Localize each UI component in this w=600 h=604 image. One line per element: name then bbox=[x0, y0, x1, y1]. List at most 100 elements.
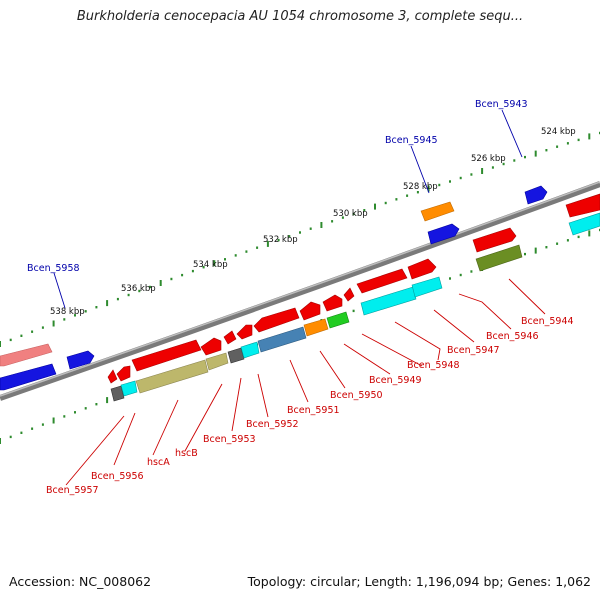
scale-tick-minor bbox=[74, 314, 76, 317]
scale-tick-minor bbox=[577, 138, 580, 142]
page-title: Burkholderia cenocepacia AU 1054 chromos… bbox=[76, 9, 524, 24]
gene-bcen-5956[interactable] bbox=[116, 365, 131, 382]
label-bcen-5947[interactable]: Bcen_5947 bbox=[447, 345, 500, 356]
scale-tick-minor bbox=[127, 293, 130, 297]
gene-cyan-long[interactable] bbox=[360, 286, 417, 316]
scale-tick-minor bbox=[84, 310, 87, 313]
scale-tick-minor bbox=[31, 330, 34, 333]
gene-bcen-5946[interactable] bbox=[407, 258, 437, 280]
scale-tick-major bbox=[534, 247, 537, 254]
scale-tick-minor bbox=[449, 180, 451, 183]
gene-bcen-5945-orange[interactable] bbox=[420, 201, 455, 222]
label-hsca[interactable]: hscA bbox=[147, 457, 170, 468]
label-bcen-5944[interactable]: Bcen_5944 bbox=[521, 316, 574, 327]
gene-cyan-2[interactable] bbox=[240, 341, 260, 359]
gene-steelblue[interactable] bbox=[257, 326, 307, 353]
scale-tick-minor bbox=[566, 239, 569, 242]
label-bcen-5945[interactable]: Bcen_5945 bbox=[385, 135, 438, 146]
gene-bcen-5943[interactable] bbox=[524, 185, 548, 205]
scale-tick-minor bbox=[41, 423, 44, 426]
scale-labels: 524 kbp 526 kbp 528 kbp 530 kbp 532 kbp … bbox=[50, 127, 576, 317]
scale-tick-minor bbox=[331, 220, 334, 223]
gene-bcen-5944[interactable] bbox=[472, 227, 517, 253]
label-bcen-5952[interactable]: Bcen_5952 bbox=[246, 419, 299, 430]
chromosome-backbone-highlight bbox=[0, 181, 600, 397]
scale-tick-minor bbox=[459, 273, 462, 277]
scale-tick-minor bbox=[277, 238, 280, 242]
scale-tick-minor bbox=[556, 145, 559, 148]
scale-tick-minor bbox=[513, 159, 516, 162]
scale-tick-minor bbox=[9, 435, 12, 439]
scale-tick-minor bbox=[41, 326, 44, 329]
gene-bcen-5952[interactable] bbox=[236, 324, 253, 340]
gene-green-mid[interactable] bbox=[326, 311, 350, 329]
label-bcen-5948[interactable]: Bcen_5948 bbox=[407, 360, 460, 371]
scale-tick-minor bbox=[202, 266, 205, 269]
scale-tick-minor bbox=[63, 415, 66, 418]
scale-tick-minor bbox=[9, 338, 12, 342]
gene-grey-2[interactable] bbox=[227, 347, 245, 364]
chromosome-backbone bbox=[0, 181, 600, 401]
gene-olive-short[interactable] bbox=[205, 352, 229, 371]
gene-bcen-5947[interactable] bbox=[356, 268, 408, 294]
gene-bcen-5958-b[interactable] bbox=[0, 363, 57, 391]
label-bcen-5958[interactable]: Bcen_5958 bbox=[27, 263, 80, 274]
gene-bcen-5951[interactable] bbox=[253, 307, 300, 333]
label-bcen-5950[interactable]: Bcen_5950 bbox=[330, 390, 383, 401]
label-hscb[interactable]: hscB bbox=[175, 448, 198, 459]
scale-ticks-outer bbox=[0, 131, 600, 347]
gene-orange-mid[interactable] bbox=[303, 318, 329, 337]
gene-bcen-5958-a[interactable] bbox=[0, 343, 53, 367]
label-bcen-5951[interactable]: Bcen_5951 bbox=[287, 405, 340, 416]
gene-hsca[interactable] bbox=[131, 339, 202, 372]
bottom-callout-labels: Bcen_5944 Bcen_5946 Bcen_5947 Bcen_5948 … bbox=[46, 316, 574, 496]
gene-olive-long[interactable] bbox=[135, 359, 209, 394]
scale-tick-minor bbox=[95, 403, 98, 406]
gene-bcen-5945[interactable] bbox=[427, 223, 460, 245]
gene-hscb[interactable] bbox=[200, 337, 222, 356]
scale-tick-major bbox=[0, 438, 1, 444]
scale-tick-major bbox=[52, 417, 55, 424]
scale-tick-minor bbox=[449, 277, 451, 280]
gene-bcen-5953[interactable] bbox=[223, 330, 237, 345]
scale-tick-major bbox=[106, 300, 109, 307]
scale-tick-minor bbox=[416, 191, 419, 194]
label-bcen-5957[interactable]: Bcen_5957 bbox=[46, 485, 99, 496]
scale-tick-minor bbox=[502, 162, 505, 166]
scale-tick-minor bbox=[170, 277, 173, 281]
scale-tick-major bbox=[320, 222, 323, 228]
label-bcen-5953[interactable]: Bcen_5953 bbox=[203, 434, 256, 445]
gene-bcen-5949[interactable] bbox=[322, 294, 343, 312]
scale-tick-minor bbox=[395, 198, 398, 201]
gene-cyan-1[interactable] bbox=[120, 380, 138, 397]
scale-tick-minor bbox=[438, 183, 441, 187]
label-bcen-5946[interactable]: Bcen_5946 bbox=[486, 331, 539, 342]
scale-tick-minor bbox=[470, 173, 473, 176]
gene-blue-small[interactable] bbox=[66, 350, 95, 370]
scale-tick-major bbox=[588, 133, 591, 140]
gene-olive-dark[interactable] bbox=[475, 244, 523, 272]
gene-cyan-mid[interactable] bbox=[411, 276, 443, 298]
scale-tick-minor bbox=[63, 318, 66, 321]
scale-tick-major bbox=[481, 168, 484, 174]
gene-bcen-5957[interactable] bbox=[107, 369, 118, 384]
label-bcen-5943[interactable]: Bcen_5943 bbox=[475, 99, 528, 110]
scale-tick-minor bbox=[545, 246, 548, 249]
scale-label-524: 524 kbp bbox=[541, 127, 576, 137]
gene-cyan-right-edge[interactable] bbox=[568, 212, 600, 236]
scale-tick-major bbox=[427, 185, 430, 192]
scale-tick-minor bbox=[341, 216, 344, 219]
scale-tick-major bbox=[588, 230, 591, 237]
scale-label-538: 538 kbp bbox=[50, 307, 85, 317]
scale-tick-minor bbox=[234, 254, 237, 257]
scale-tick-minor bbox=[299, 231, 301, 234]
gene-bcen-5948[interactable] bbox=[343, 287, 355, 302]
gene-grey-1[interactable] bbox=[110, 385, 125, 402]
label-bcen-5956[interactable]: Bcen_5956 bbox=[91, 471, 144, 482]
gene-bcen-5950[interactable] bbox=[299, 301, 321, 321]
scale-tick-minor bbox=[84, 407, 87, 410]
gene-red-right-edge[interactable] bbox=[565, 193, 600, 218]
label-bcen-5949[interactable]: Bcen_5949 bbox=[369, 375, 422, 386]
